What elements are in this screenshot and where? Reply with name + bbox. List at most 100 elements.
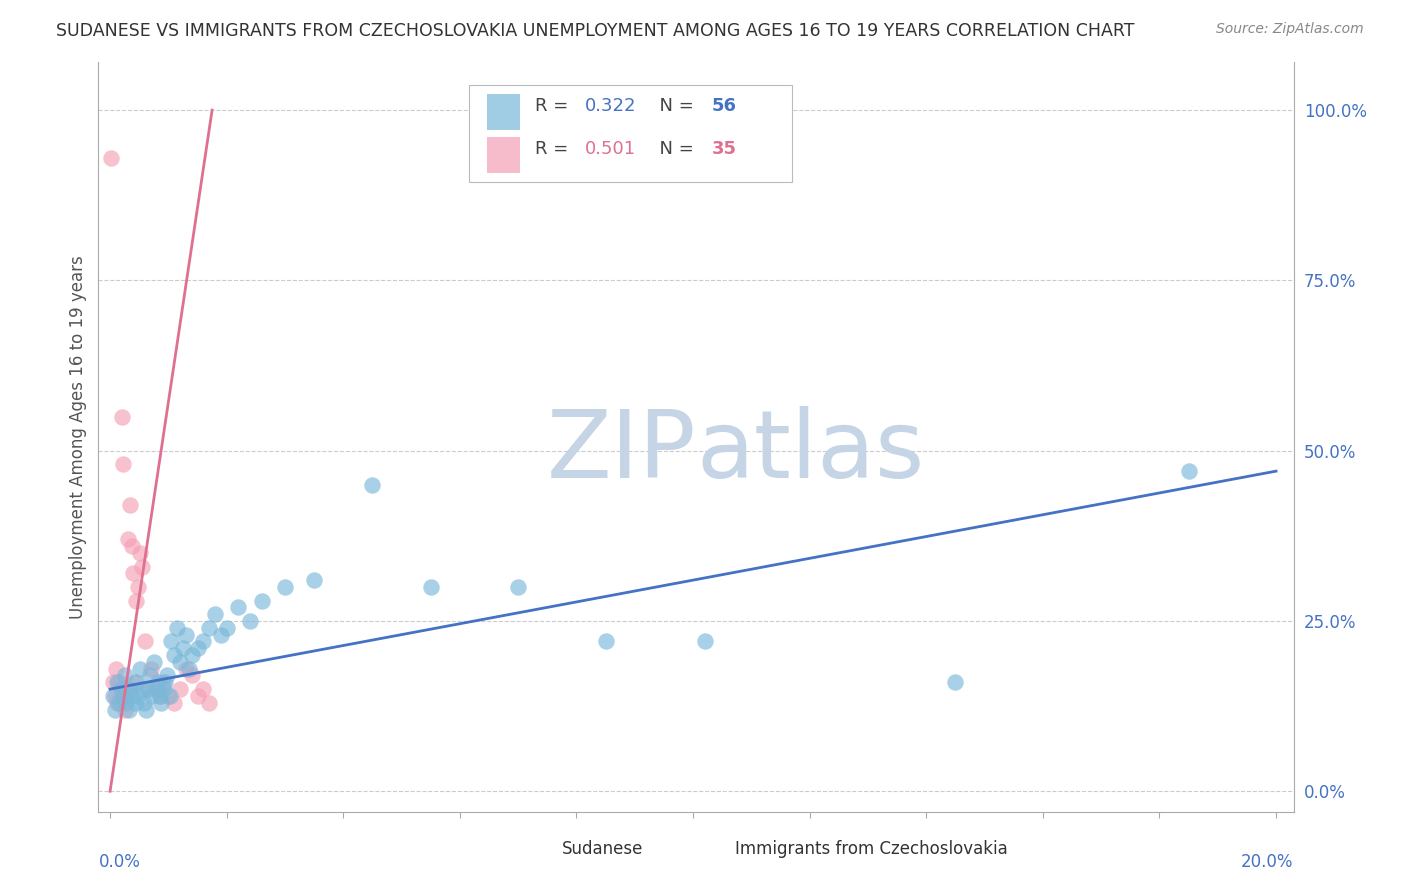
Point (101, 689, 124, 703)
Point (198, 696, 221, 710)
Point (127, 580, 149, 594)
Point (141, 689, 163, 703)
Point (302, 573, 325, 587)
Point (111, 409, 134, 424)
Point (111, 689, 134, 703)
Point (114, 668, 136, 682)
FancyBboxPatch shape (529, 836, 555, 864)
Text: ZIP: ZIP (547, 406, 696, 498)
Point (157, 689, 180, 703)
Point (139, 662, 162, 676)
Point (125, 675, 148, 690)
Point (186, 641, 208, 656)
Point (239, 614, 262, 628)
Point (508, 580, 530, 594)
Text: R =: R = (534, 140, 574, 159)
Text: N =: N = (648, 140, 700, 159)
Point (193, 682, 215, 697)
Point (118, 702, 141, 716)
Point (118, 689, 141, 703)
Point (117, 533, 139, 547)
Point (120, 498, 142, 512)
Point (228, 600, 250, 615)
Point (136, 682, 159, 697)
Point (104, 702, 127, 716)
Y-axis label: Unemployment Among Ages 16 to 19 years: Unemployment Among Ages 16 to 19 years (69, 255, 87, 619)
Point (111, 458, 134, 472)
FancyBboxPatch shape (702, 836, 728, 864)
Point (1177, 464, 1199, 478)
Point (121, 689, 143, 703)
Point (108, 675, 131, 690)
Text: 0.501: 0.501 (585, 140, 636, 159)
Point (104, 662, 127, 676)
Point (361, 477, 384, 491)
Point (115, 682, 138, 697)
Text: 56: 56 (711, 97, 737, 115)
Point (169, 682, 191, 697)
Point (180, 648, 202, 662)
Point (131, 682, 153, 697)
Text: SUDANESE VS IMMIGRANTS FROM CZECHOSLOVAKIA UNEMPLOYMENT AMONG AGES 16 TO 19 YEAR: SUDANESE VS IMMIGRANTS FROM CZECHOSLOVAK… (56, 22, 1135, 40)
Point (105, 675, 128, 690)
Point (115, 696, 138, 710)
Point (108, 696, 131, 710)
Point (215, 621, 238, 635)
Point (204, 607, 226, 622)
Point (163, 648, 186, 662)
Text: 0.322: 0.322 (585, 97, 637, 115)
Point (174, 627, 197, 641)
Point (120, 682, 142, 697)
Point (135, 702, 157, 716)
Point (177, 662, 200, 676)
Text: Sudanese: Sudanese (562, 840, 644, 858)
Point (693, 634, 716, 648)
Point (101, 675, 124, 690)
Point (138, 668, 160, 682)
Point (142, 655, 165, 669)
Point (129, 546, 152, 560)
Point (174, 662, 197, 676)
Point (122, 566, 145, 581)
Text: atlas: atlas (696, 406, 924, 498)
Text: Immigrants from Czechoslovakia: Immigrants from Czechoslovakia (735, 840, 1008, 858)
Point (945, 675, 967, 690)
Point (163, 696, 186, 710)
Point (180, 668, 202, 682)
Point (124, 696, 146, 710)
Point (145, 682, 167, 697)
Text: 35: 35 (711, 140, 737, 159)
Point (136, 682, 159, 697)
Point (156, 668, 179, 682)
Point (186, 689, 208, 703)
Point (155, 675, 177, 690)
Point (152, 682, 174, 697)
FancyBboxPatch shape (470, 85, 792, 182)
Point (149, 689, 172, 703)
FancyBboxPatch shape (486, 137, 520, 173)
Point (419, 580, 441, 594)
Point (193, 634, 215, 648)
Point (114, 702, 136, 716)
Point (166, 621, 188, 635)
Point (160, 634, 183, 648)
Text: N =: N = (648, 97, 700, 115)
Point (110, 682, 132, 697)
Point (145, 682, 167, 697)
Text: Source: ZipAtlas.com: Source: ZipAtlas.com (1216, 22, 1364, 37)
Point (172, 641, 194, 656)
Text: 20.0%: 20.0% (1241, 853, 1294, 871)
Text: 0.0%: 0.0% (98, 853, 141, 871)
Point (132, 696, 155, 710)
Point (105, 696, 128, 710)
Point (152, 675, 174, 690)
Point (169, 655, 191, 669)
Point (150, 696, 173, 710)
Point (131, 559, 153, 574)
Point (595, 634, 617, 648)
Point (127, 689, 149, 703)
Point (121, 539, 143, 553)
Point (134, 634, 156, 648)
Point (100, 151, 122, 165)
Point (250, 593, 273, 607)
